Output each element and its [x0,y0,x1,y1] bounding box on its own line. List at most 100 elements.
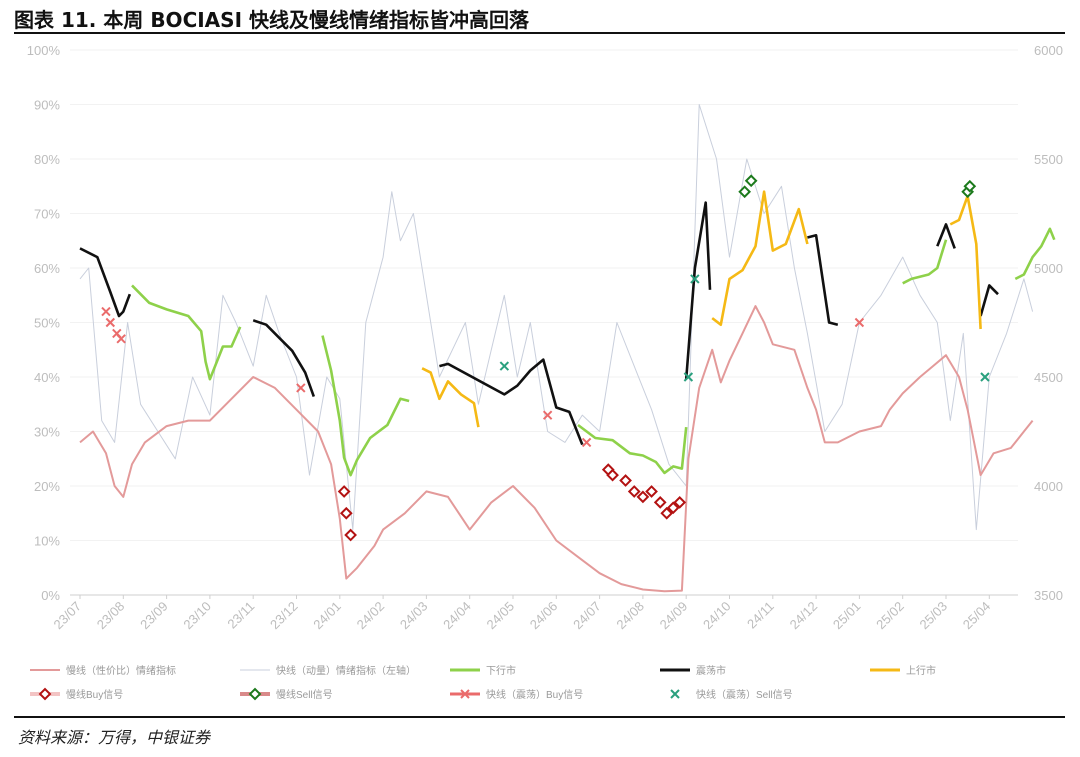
chart-title: 图表 11. 本周 BOCIASI 快线及慢线情绪指标皆冲高回落 [14,8,529,32]
legend-label: 震荡市 [696,664,726,677]
series-line [936,223,956,249]
x-stroke [542,410,553,420]
right-axis: 3500 4000 4500 5000 5500 6000 [1034,43,1063,603]
legend-item: 下行市 [450,664,516,677]
x-tick-label: 24/09 [657,599,691,633]
x-stroke [101,306,111,317]
series-lines [79,104,1056,593]
signal-x-marker [116,334,126,344]
x-tick-label: 23/09 [137,599,171,633]
signal-x-marker [105,317,116,328]
legend-item: 慢线Buy信号 [30,687,123,701]
legend-label: 上行市 [906,664,936,677]
legend-item: 快线（动量）情绪指标（左轴） [240,664,416,677]
series-line [421,367,480,428]
x-tick-label: 24/06 [527,599,561,633]
x-tick-label: 23/08 [94,599,128,633]
x-stroke [683,372,694,382]
left-tick-label: 10% [34,534,60,549]
signal-markers [101,174,990,542]
legend-item: 上行市 [870,664,936,677]
signal-x-marker [980,372,990,382]
signal-diamond-marker [645,485,658,498]
right-tick-label: 4000 [1034,479,1063,494]
signal-x-marker [690,274,700,284]
left-axis: 0% 10% 20% 30% 40% 50% 60% 70% 80% 90% 100% [27,43,61,603]
series-line [252,319,316,398]
legend-label: 慢线Buy信号 [66,688,123,701]
x-tick-label: 25/01 [830,599,864,633]
series-line [79,305,1034,593]
x-axis: 23/07 23/08 23/09 23/10 23/11 23/12 24/01 24/02… [51,595,994,633]
legend-item: 慢线Sell信号 [240,687,333,701]
left-tick-label: 80% [34,152,60,167]
legend-label: 快线（震荡）Sell信号 [696,688,793,701]
signal-x-marker [460,689,470,699]
series-line [1014,227,1056,281]
x-tick-label: 24/03 [397,599,431,633]
left-tick-label: 30% [34,425,60,440]
signal-diamond-marker [660,506,674,520]
series-line [902,239,948,285]
left-tick-label: 50% [34,316,60,331]
right-tick-label: 6000 [1034,43,1063,58]
x-tick-label: 23/12 [267,599,301,633]
legend-item: 快线（震荡）Sell信号 [670,688,793,701]
x-tick-label: 24/01 [310,599,344,633]
signal-diamond-marker [344,528,357,542]
x-stroke [116,334,126,344]
legend-item: 慢线（性价比）情绪指标 [30,664,176,677]
x-tick-label: 24/10 [700,599,734,633]
signal-diamond-marker [738,185,752,199]
signal-x-marker [296,383,306,393]
signal-x-marker [683,372,694,382]
signal-diamond-marker [337,485,351,498]
legend-item: 快线（震荡）Buy信号 [450,688,583,701]
x-tick-label: 25/03 [917,599,951,633]
series-line [949,194,982,330]
series-line [577,423,688,475]
series-line [979,284,999,317]
x-tick-label: 24/11 [744,599,777,632]
x-stroke [690,274,700,284]
series-line [79,104,1034,531]
x-tick-label: 25/04 [960,599,994,633]
signal-x-marker [499,361,510,371]
legend-label: 慢线（性价比）情绪指标 [66,664,176,677]
left-tick-label: 90% [34,98,60,113]
signal-diamond-marker [627,485,641,498]
signal-x-marker [670,689,680,699]
right-tick-label: 4500 [1034,370,1063,385]
left-tick-label: 40% [34,370,60,385]
x-stroke [296,383,306,393]
signal-x-marker [581,437,592,448]
signal-diamond-marker [248,687,262,701]
left-tick-label: 100% [27,43,61,58]
title-rule [14,32,1065,34]
x-stroke [499,361,510,371]
series-line [79,247,132,318]
footer-rule [14,716,1065,718]
right-tick-label: 5000 [1034,261,1063,276]
signal-x-marker [854,317,865,328]
left-tick-label: 0% [41,588,60,603]
signal-diamond-marker [673,495,687,509]
x-stroke [670,689,680,699]
series-line [321,335,410,477]
x-tick-label: 25/02 [873,599,907,633]
signal-diamond-marker [339,506,353,520]
x-tick-label: 24/05 [484,599,518,633]
legend-label: 慢线Sell信号 [276,688,333,701]
x-stroke [581,437,592,448]
signal-diamond-marker [636,490,650,504]
signal-diamond-marker [38,687,52,701]
x-tick-label: 24/07 [570,599,604,633]
grid [70,49,1018,541]
right-tick-label: 5500 [1034,152,1063,167]
x-stroke [980,372,990,382]
signal-diamond-marker [606,468,619,482]
signal-diamond-marker [963,179,977,193]
signal-diamond-marker [653,495,667,509]
legend-label: 下行市 [486,664,516,677]
legend-label: 快线（动量）情绪指标（左轴） [276,664,416,677]
